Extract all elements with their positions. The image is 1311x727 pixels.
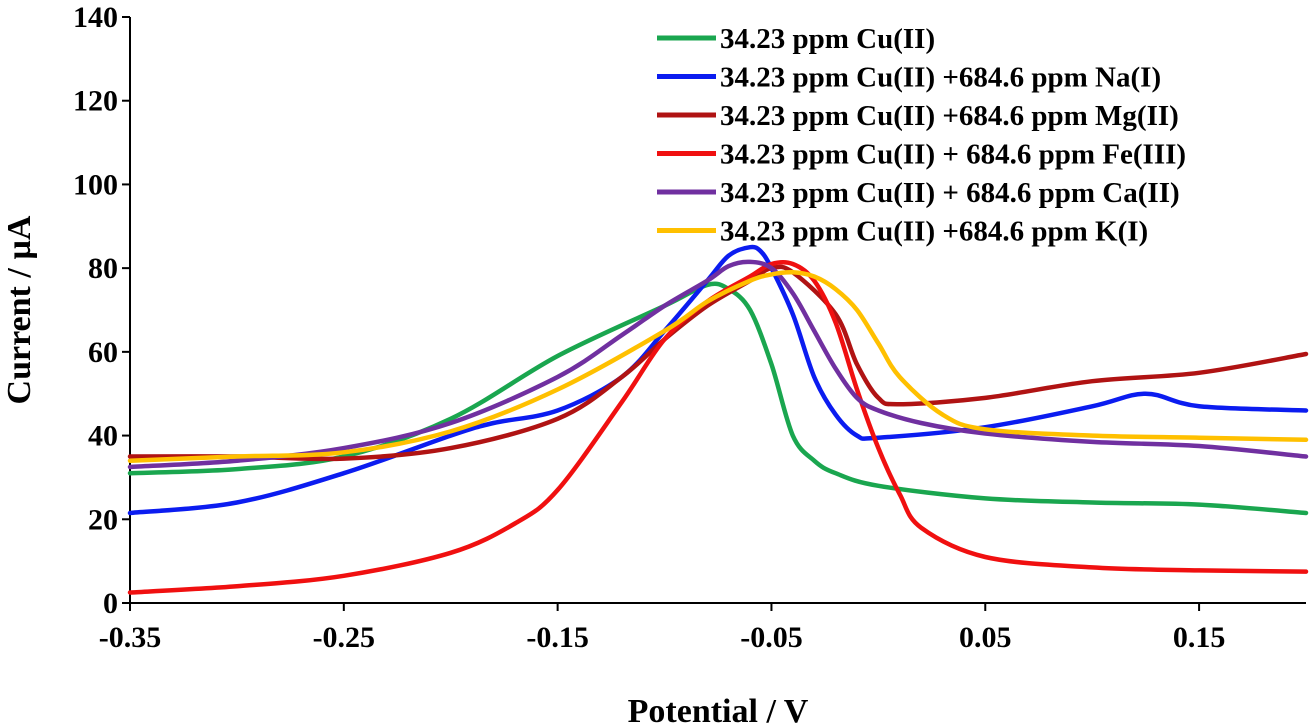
legend-label-1: 34.23 ppm Cu(II) <box>720 23 935 55</box>
x-tick-label: -0.25 <box>313 621 376 654</box>
series-line-6 <box>127 269 1309 463</box>
legend-label-5: 34.23 ppm Cu(II) + 684.6 ppm Ca(II) <box>720 177 1180 209</box>
legend-label-2: 34.23 ppm Cu(II) +684.6 ppm Na(I) <box>720 62 1161 94</box>
y-tick-label: 20 <box>88 503 118 536</box>
y-tick-label: 40 <box>88 420 118 453</box>
x-tick-label: 0.05 <box>959 621 1012 654</box>
series-layer <box>127 244 1309 595</box>
legend-label-6: 34.23 ppm Cu(II) +684.6 ppm K(I) <box>720 216 1148 248</box>
x-tick-label: -0.35 <box>99 621 162 654</box>
series-line-5 <box>127 259 1309 470</box>
x-axis-title: Potential / V <box>628 693 809 727</box>
x-tick-label: 0.15 <box>1173 621 1226 654</box>
y-tick-label: 80 <box>88 252 118 285</box>
y-axis-title: Current / µA <box>1 215 38 404</box>
y-tick-label: 0 <box>103 587 118 620</box>
legend-label-4: 34.23 ppm Cu(II) + 684.6 ppm Fe(III) <box>720 139 1186 171</box>
series-line-1 <box>127 281 1309 516</box>
axes: 0 20 40 60 80 100 120 140 -0.35 -0.25 -0.15 -0.05 0.… <box>73 1 1306 654</box>
x-tick-label: -0.15 <box>526 621 589 654</box>
series-line-2 <box>127 244 1309 516</box>
y-tick-label: 120 <box>73 85 118 118</box>
y-tick-label: 140 <box>73 1 118 34</box>
y-tick-label: 100 <box>73 168 118 201</box>
legend-label-3: 34.23 ppm Cu(II) +684.6 ppm Mg(II) <box>720 100 1179 132</box>
legend: 34.23 ppm Cu(II) 34.23 ppm Cu(II) +684.6 … <box>657 23 1186 248</box>
x-tick-label: -0.05 <box>740 621 803 654</box>
y-tick-label: 60 <box>88 336 118 369</box>
series-line-4 <box>127 259 1309 595</box>
